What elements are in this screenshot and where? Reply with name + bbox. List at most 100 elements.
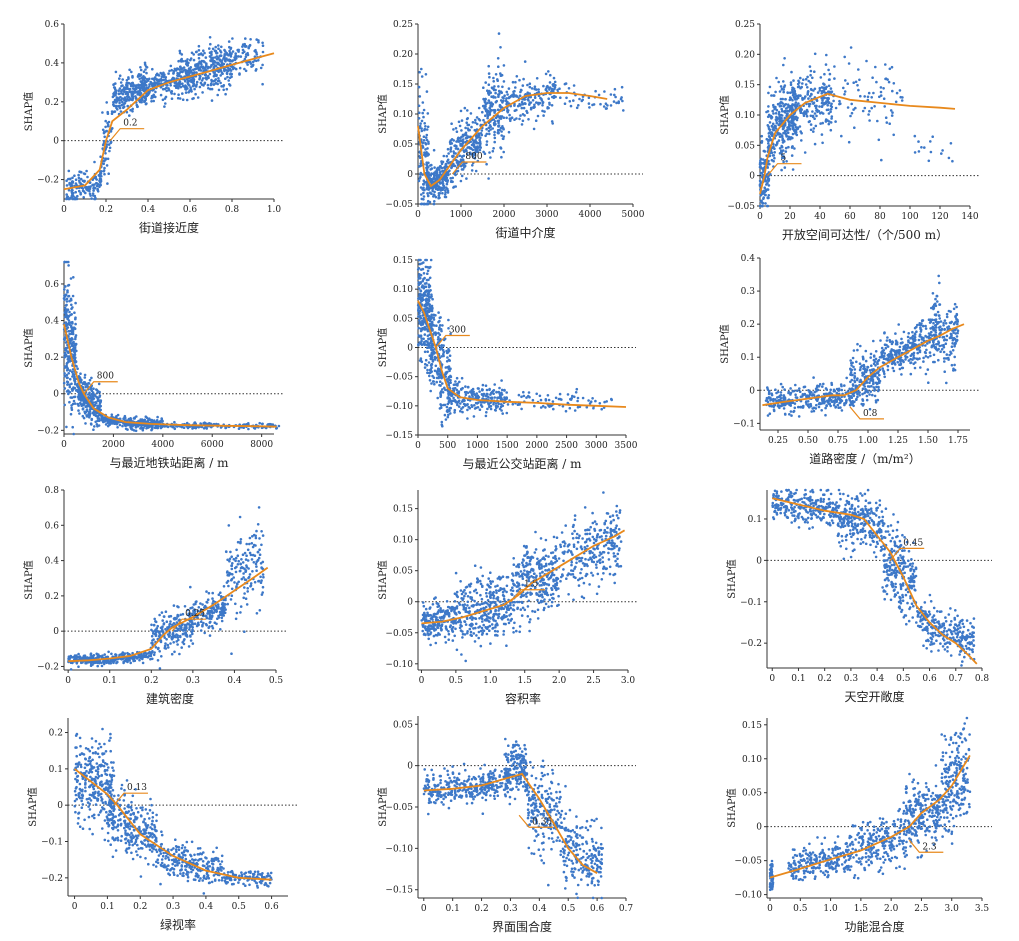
scatter-point	[262, 44, 265, 47]
scatter-point	[787, 136, 790, 139]
scatter-point	[512, 81, 515, 84]
scatter-point	[68, 355, 71, 358]
scatter-point	[72, 330, 75, 333]
scatter-point	[493, 85, 496, 88]
scatter-point	[67, 261, 70, 264]
scatter-point	[782, 64, 785, 67]
scatter-point	[144, 419, 147, 422]
scatter-point	[178, 84, 181, 87]
scatter-point	[599, 103, 602, 106]
scatter-point	[425, 299, 428, 302]
scatter-point	[439, 182, 442, 185]
scatter-point	[614, 88, 617, 91]
scatter-point	[461, 377, 464, 380]
scatter-point	[489, 125, 492, 128]
scatter-point	[767, 105, 770, 108]
scatter-point	[66, 383, 69, 386]
scatter-point	[830, 103, 833, 106]
y-tick-label: 0.2	[45, 353, 59, 363]
scatter-point	[857, 68, 860, 71]
scatter-point	[785, 150, 788, 153]
y-tick-label: −0.05	[385, 373, 413, 383]
scatter-point	[202, 60, 205, 63]
scatter-point	[78, 412, 81, 415]
scatter-point	[526, 84, 529, 87]
scatter-point	[790, 124, 793, 127]
scatter-point	[192, 85, 195, 88]
scatter-point	[424, 333, 427, 336]
scatter-point	[899, 89, 902, 92]
scatter-point	[76, 195, 79, 198]
scatter-point	[104, 126, 107, 129]
scatter-point	[826, 109, 829, 112]
scatter-point	[512, 95, 515, 98]
scatter-point	[217, 71, 220, 74]
scatter-point	[185, 91, 188, 94]
scatter-point	[825, 63, 828, 66]
scatter-point	[503, 396, 506, 399]
scatter-point	[180, 67, 183, 70]
y-tick-label: 0.2	[741, 320, 755, 330]
scatter-point	[103, 173, 106, 176]
scatter-point	[444, 414, 447, 417]
scatter-point	[138, 91, 141, 94]
scatter-point	[71, 371, 74, 374]
scatter-point	[806, 93, 809, 96]
scatter-point	[97, 405, 100, 408]
scatter-point	[437, 336, 440, 339]
scatter-point	[808, 103, 811, 106]
scatter-point	[780, 149, 783, 152]
scatter-point	[806, 109, 809, 112]
scatter-point	[948, 157, 951, 160]
scatter-point	[159, 72, 162, 75]
scatter-point	[214, 49, 217, 52]
scatter-point	[83, 180, 86, 183]
scatter-point	[765, 180, 768, 183]
scatter-point	[827, 90, 830, 93]
scatter-point	[792, 122, 795, 125]
scatter-point	[533, 88, 536, 91]
scatter-point	[516, 75, 519, 78]
scatter-point	[506, 93, 509, 96]
scatter-point	[876, 120, 879, 123]
scatter-point	[437, 167, 440, 170]
scatter-point	[570, 398, 573, 401]
scatter-point	[243, 68, 246, 71]
scatter-point	[484, 98, 487, 101]
y-axis-label: SHAP值	[376, 94, 389, 134]
scatter-point	[451, 155, 454, 158]
scatter-point	[823, 73, 826, 76]
scatter-point	[522, 120, 525, 123]
scatter-point	[428, 283, 431, 286]
scatter-point	[508, 131, 511, 134]
scatter-point	[219, 49, 222, 52]
scatter-point	[431, 321, 434, 324]
scatter-point	[206, 67, 209, 70]
scatter-point	[513, 104, 516, 107]
scatter-point	[499, 91, 502, 94]
scatter-point	[783, 57, 786, 60]
scatter-point	[487, 402, 490, 405]
scatter-point	[446, 371, 449, 374]
scatter-point	[420, 268, 423, 271]
scatter-point	[488, 93, 491, 96]
scatter-point	[901, 99, 904, 102]
scatter-point	[91, 398, 94, 401]
scatter-point	[763, 150, 766, 153]
scatter-point	[217, 47, 220, 50]
scatter-point	[63, 372, 66, 375]
scatter-point	[486, 389, 489, 392]
scatter-point	[551, 120, 554, 123]
scatter-point	[773, 94, 776, 97]
scatter-point	[501, 393, 504, 396]
scatter-point	[500, 74, 503, 77]
x-tick-label: 0.8	[225, 205, 240, 215]
scatter-point	[420, 127, 423, 130]
x-axis-label: 街道中介度	[495, 225, 555, 240]
scatter-point	[417, 268, 420, 271]
scatter-point	[800, 139, 803, 142]
scatter-point	[450, 400, 453, 403]
scatter-point	[216, 94, 219, 97]
scatter-point	[495, 391, 498, 394]
